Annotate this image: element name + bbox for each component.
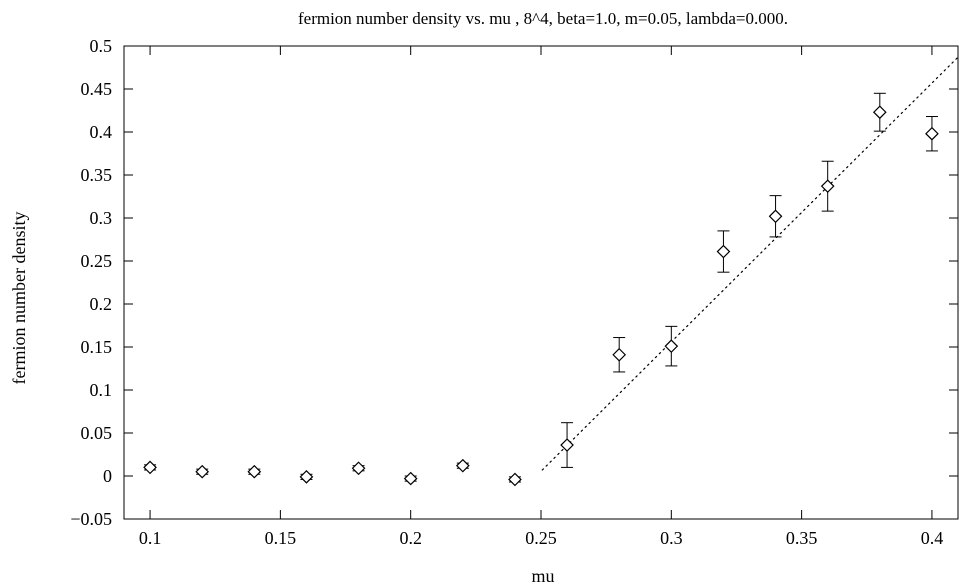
plot-frame [123,45,959,520]
data-points-layer [143,92,939,487]
x-axis-title: mu [531,566,554,586]
diamond-marker [299,470,314,484]
diamond-marker [925,126,939,141]
data-point [716,230,731,273]
data-point [508,472,522,487]
data-point [664,325,679,367]
data-point [612,337,627,373]
data-point [403,471,418,486]
y-tick-label: 0.3 [90,208,113,228]
x-tick-label: 0.1 [139,528,162,548]
data-point [195,464,210,479]
y-tick-label: 0 [103,466,112,486]
data-point [247,464,262,479]
diamond-marker [768,209,783,224]
diamond-marker [508,472,522,487]
y-tick-label: 0.05 [81,423,113,443]
x-tick-label: 0.2 [399,528,422,548]
data-point [560,422,574,468]
x-tick-label: 0.4 [921,528,944,548]
x-tick-label: 0.25 [525,528,557,548]
diamond-marker [247,464,262,479]
y-tick-label: 0.1 [90,380,113,400]
data-point [299,470,314,484]
y-tick-label: 0.5 [90,36,113,56]
y-tick-label: 0.15 [81,337,113,357]
data-point [820,160,835,212]
y-tick-label: 0.35 [81,165,113,185]
diamond-marker [195,464,210,479]
y-tick-label: 0.25 [81,251,113,271]
diamond-marker [560,438,574,452]
diamond-marker [143,460,157,475]
data-point [455,458,470,473]
ticks-layer: 0.1 0.15 0.2 0.25 0.3 0.35 0.4 −0.05 0 0.05 0.1 0.1… [70,36,958,548]
diamond-marker [612,347,627,362]
data-point [351,461,366,476]
y-axis-title: fermion number density [9,212,29,385]
data-point [925,116,939,152]
data-point [872,92,887,132]
y-tick-label: 0.2 [90,294,113,314]
diamond-marker [716,244,731,259]
diamond-marker [820,179,835,194]
y-tick-label: 0.4 [90,122,113,142]
x-tick-label: 0.15 [265,528,297,548]
diamond-marker [872,105,887,120]
diamond-marker [664,339,679,353]
data-point [143,460,157,475]
fit-line [541,56,959,471]
x-tick-label: 0.3 [660,528,683,548]
x-tick-label: 0.35 [786,528,818,548]
data-point [768,195,783,238]
diamond-marker [403,471,418,486]
diamond-marker [351,461,366,476]
y-tick-label: −0.05 [70,509,112,529]
y-tick-label: 0.45 [81,79,113,99]
diamond-marker [455,458,470,473]
chart-title: fermion number density vs. mu , 8^4, bet… [298,9,788,28]
fit-line-layer [541,56,959,471]
